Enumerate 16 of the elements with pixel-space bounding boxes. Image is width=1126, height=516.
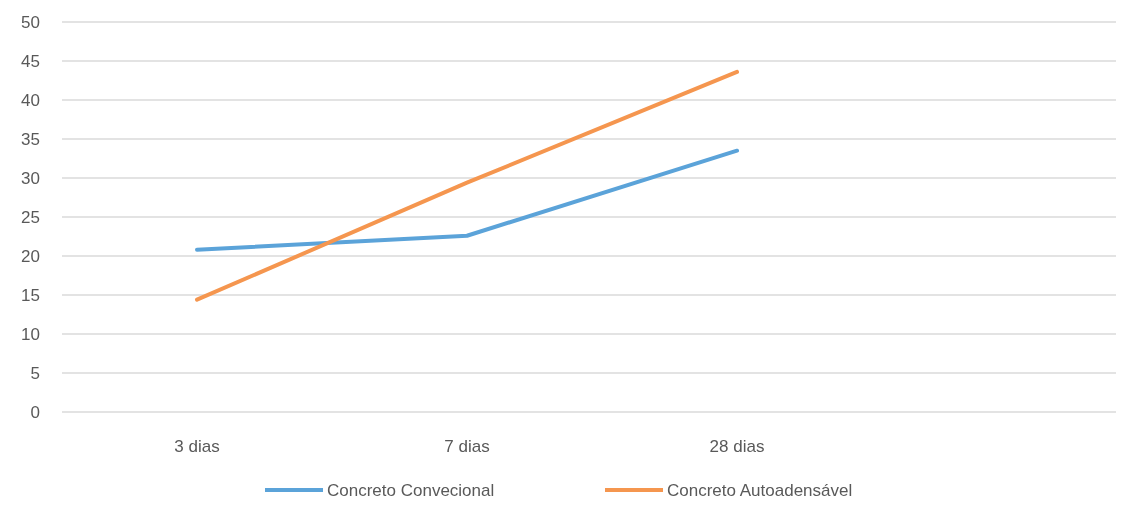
y-tick-label: 20 [21, 246, 40, 266]
y-tick-label: 30 [21, 168, 40, 188]
x-tick-label: 28 dias [709, 437, 765, 456]
x-tick-label: 7 dias [444, 437, 490, 456]
y-tick-label: 5 [30, 363, 40, 383]
legend-label: Concreto Convecional [327, 481, 495, 500]
y-tick-label: 10 [21, 324, 40, 344]
y-tick-label: 50 [21, 12, 40, 32]
x-tick-label: 3 dias [174, 437, 220, 456]
y-tick-label: 25 [21, 207, 40, 227]
legend-label: Concreto Autoadensável [667, 481, 853, 500]
y-tick-label: 40 [21, 90, 40, 110]
y-tick-label: 35 [21, 129, 40, 149]
y-tick-label: 15 [21, 285, 40, 305]
y-tick-label: 0 [30, 402, 40, 422]
y-tick-label: 45 [21, 51, 40, 71]
